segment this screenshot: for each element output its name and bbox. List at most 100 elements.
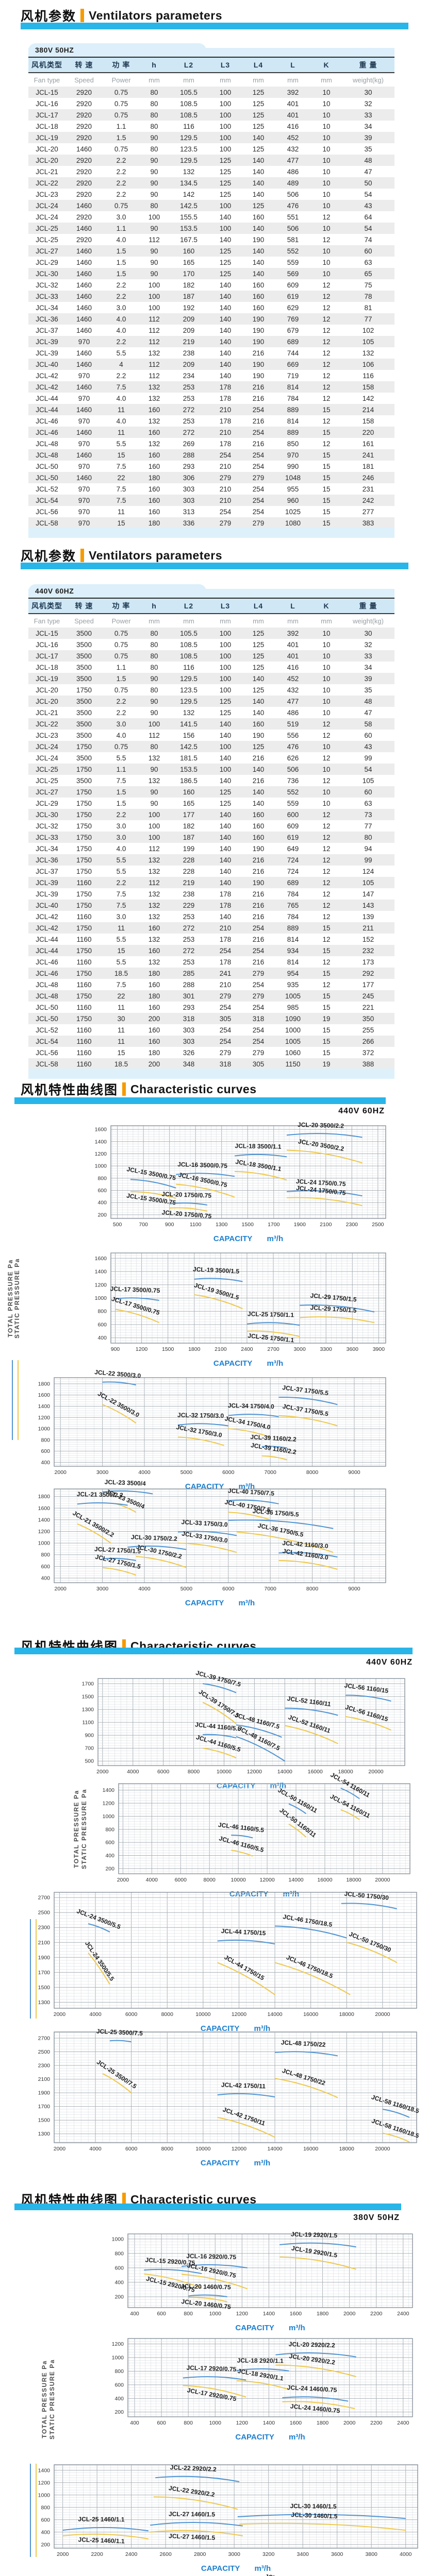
capacity-axis-label: CAPACITY m³/h (235, 2433, 305, 2442)
table-cell: 125 (252, 88, 265, 96)
table-cell: 241 (362, 451, 374, 459)
svg-text:2300: 2300 (346, 1222, 358, 1228)
svg-text:400: 400 (114, 2279, 124, 2285)
svg-text:600: 600 (157, 2420, 166, 2426)
table-cell: 3.0 (116, 303, 126, 312)
cyan-divider-bar (21, 563, 408, 569)
svg-text:2800: 2800 (194, 2551, 206, 2557)
svg-text:1400: 1400 (38, 1403, 51, 1410)
table-cell: 178 (219, 439, 232, 448)
svg-text:400: 400 (130, 2420, 139, 2426)
table-cell: 10 (322, 663, 331, 671)
svg-text:2000: 2000 (343, 2420, 356, 2426)
column-header: L (275, 599, 311, 614)
table-cell: 970 (78, 394, 90, 402)
svg-text:20000: 20000 (375, 2146, 390, 2152)
svg-text:1200: 1200 (103, 1801, 115, 1807)
table-cell: 80 (150, 663, 158, 671)
table-cell: 253 (183, 394, 195, 402)
table-cell: 140 (219, 360, 232, 368)
table-cell: 1460 (76, 258, 92, 266)
column-subheader: mm (311, 73, 342, 87)
table-cell: 1460 (76, 269, 92, 278)
table-cell: 140 (252, 258, 265, 266)
table-cell: 140 (252, 133, 265, 142)
table-cell: 432 (287, 145, 299, 153)
table-cell: 210 (219, 428, 232, 436)
svg-text:1500: 1500 (38, 1985, 51, 1991)
table-row: JCL-20 2920 2.2 90 129.5 125 140 477 10 48 (28, 155, 394, 166)
table-cell: 850 (287, 439, 299, 448)
table-cell: 80 (150, 88, 158, 96)
table-cell: 125 (252, 122, 265, 130)
svg-text:1800: 1800 (38, 1381, 51, 1387)
svg-text:800: 800 (41, 1437, 50, 1443)
column-subheader: mm (209, 73, 242, 87)
table-cell: 116 (183, 663, 194, 671)
table-cell: JCL-23 (36, 190, 58, 198)
table-cell: 4.0 (116, 394, 126, 402)
table-cell: 401 (287, 640, 299, 649)
svg-text:1100: 1100 (190, 1222, 202, 1228)
capacity-axis-label: CAPACITY m³/h (201, 2159, 270, 2167)
table-cell: 12 (322, 213, 331, 221)
table-cell: JCL-44 (36, 394, 58, 402)
table-cell: 1.1 (116, 663, 126, 671)
svg-text:2000: 2000 (343, 2311, 356, 2317)
table-cell: 180 (148, 519, 160, 527)
table-cell: 4.0 (116, 326, 126, 334)
table-cell: 140 (252, 190, 265, 198)
table-cell: 30 (364, 88, 372, 96)
table-cell: 100 (148, 213, 160, 221)
table-cell: 140 (219, 326, 232, 334)
chart-grid (54, 2465, 418, 2548)
svg-text:14000: 14000 (277, 1769, 292, 1775)
table-cell: JCL-50 (36, 462, 58, 470)
table-cell: 48 (364, 156, 372, 164)
chart: 2000 4000 6000 8000 10000 12000 14000 16000 1800… (38, 2028, 420, 2167)
svg-text:2200: 2200 (91, 2551, 103, 2557)
curve-label: JCL-27 1460/1.5 (169, 2532, 216, 2541)
curve-label: JCL-39 1160/2.2 (250, 1442, 297, 1456)
table-cell: 12 (322, 235, 331, 244)
curve-label: JCL-20 3500/2.2 (298, 1138, 344, 1153)
table-cell: 12 (322, 394, 331, 402)
table-row: JCL-36 1460 4.0 112 209 140 190 769 12 77 (28, 313, 394, 325)
table-cell: 125 (252, 663, 265, 671)
table-cell: 100 (148, 292, 160, 300)
svg-text:1800: 1800 (317, 2311, 329, 2317)
table-cell: 90 (150, 190, 158, 198)
table-cell: 2.2 (116, 371, 126, 380)
svg-text:400: 400 (130, 2311, 139, 2317)
chart: 2000 4000 6000 8000 10000 12000 14000 16000 1800… (38, 1890, 417, 2033)
chart-grid (54, 1378, 386, 1466)
svg-text:2500: 2500 (372, 1222, 384, 1228)
svg-text:9000: 9000 (348, 1469, 360, 1476)
table-cell: 100 (219, 88, 232, 96)
table-cell: 1460 (76, 383, 92, 391)
table-cell: 3.0 (116, 213, 126, 221)
table-row: JCL-20 1460 0.75 80 123.5 100 125 432 10 35 (28, 143, 394, 155)
table-cell: JCL-36 (36, 315, 58, 323)
table-cell: 10 (322, 99, 331, 108)
column-subheader: Fan type (28, 614, 65, 628)
table-row: JCL-44 970 4.0 132 253 178 216 784 12 142 (28, 393, 394, 404)
table-cell: JCL-24 (36, 213, 58, 221)
table-cell: JCL-52 (36, 485, 58, 493)
table-cell: 100 (219, 629, 232, 637)
table-cell: 125 (252, 629, 265, 637)
table-cell: 219 (183, 337, 195, 346)
table-cell: 15 (322, 428, 331, 436)
table-cell: 160 (183, 247, 195, 255)
column-header: h (140, 599, 169, 614)
curve-JCL-24-1460-0.75 (282, 2396, 349, 2402)
curve-JCL-48-1750-22 (274, 2051, 338, 2057)
svg-text:600: 600 (114, 2265, 124, 2271)
table-cell: 129.5 (180, 674, 197, 683)
table-cell: 100 (219, 663, 232, 671)
table-cell: 178 (219, 394, 232, 402)
svg-text:7000: 7000 (264, 1469, 276, 1476)
svg-text:1400: 1400 (263, 2311, 275, 2317)
chart: 2000230026002900320035003800410044004700… (265, 2573, 311, 2576)
table-cell: 140 (252, 269, 265, 278)
